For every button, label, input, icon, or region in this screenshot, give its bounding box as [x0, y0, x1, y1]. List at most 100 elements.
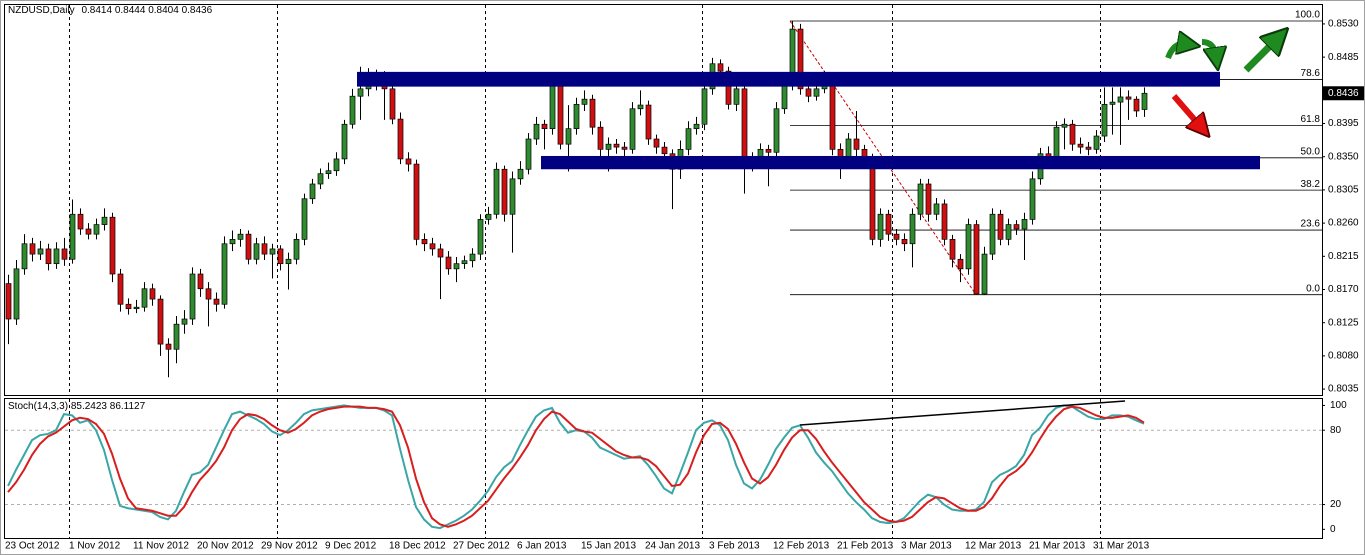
candle-body: [349, 95, 356, 125]
candle-body: [245, 233, 252, 260]
candle-body: [701, 88, 708, 125]
candle-body: [893, 233, 900, 240]
candle-body: [989, 213, 996, 255]
stoch-tick-label: 20: [1330, 499, 1342, 510]
fib-label: 78.6: [1301, 68, 1321, 79]
candle-body: [237, 233, 244, 240]
candle-body: [29, 243, 36, 255]
down-arrow-red: [1171, 94, 1200, 126]
candle-body: [197, 273, 204, 290]
candle-body: [997, 213, 1004, 240]
candle-body: [445, 256, 452, 270]
candle-body: [549, 83, 556, 130]
y-tick-label: 0.8305: [1328, 185, 1359, 196]
candle-body: [229, 238, 236, 245]
candle-body: [509, 178, 516, 215]
stoch-line: [7, 405, 1145, 528]
candle-body: [133, 306, 140, 310]
candle-body: [213, 298, 220, 305]
candle-body: [397, 118, 404, 160]
candle-body: [773, 108, 780, 153]
price-box-label: 0.8436: [1328, 88, 1359, 99]
stoch-main: 85.2423: [71, 401, 108, 412]
candle-body: [981, 253, 988, 295]
plot-layer: 0.8530 0.8485 0.8395 0.8350 0.8305 0.8260 0.82…: [5, 10, 1359, 552]
candle-body: [917, 183, 924, 215]
x-tick-label: 3 Mar 2013: [901, 541, 952, 552]
candle-body: [149, 288, 156, 300]
fib-label: 23.6: [1301, 219, 1321, 230]
candle-body: [333, 158, 340, 172]
candle-body: [1125, 96, 1132, 100]
candle-body: [685, 128, 692, 150]
candle-body: [1005, 224, 1012, 240]
candle-body: [1101, 103, 1108, 137]
candle-body: [253, 243, 260, 260]
y-tick-label: 0.8125: [1328, 317, 1359, 328]
y-tick-label: 0.8530: [1328, 19, 1359, 30]
candle-body: [925, 183, 932, 215]
candle-body: [829, 78, 836, 150]
stoch-tick-label: 80: [1330, 425, 1342, 436]
candle-body: [189, 273, 196, 320]
x-tick-label: 29 Nov 2012: [261, 541, 318, 552]
symbol: NZDUSD,Daily: [8, 5, 75, 16]
candle-body: [181, 318, 188, 325]
x-tick-label: 12 Mar 2013: [965, 541, 1022, 552]
fib-label: 38.2: [1301, 179, 1321, 190]
x-tick-label: 31 Mar 2013: [1093, 541, 1150, 552]
candle-body: [725, 70, 732, 105]
candle-body: [69, 213, 76, 260]
x-tick-label: 20 Nov 2012: [197, 541, 254, 552]
candle-body: [221, 243, 228, 305]
candle-body: [805, 88, 812, 97]
x-tick-label: 21 Mar 2013: [1029, 541, 1086, 552]
candle-body: [541, 123, 548, 130]
stoch-name: Stoch(14,3,3): [8, 401, 68, 412]
x-tick-label: 24 Jan 2013: [645, 541, 700, 552]
candle-body: [765, 148, 772, 153]
candle-body: [173, 323, 180, 350]
main-panel: [4, 4, 1323, 396]
price-box: [1323, 86, 1364, 101]
down-arrow: [1201, 39, 1216, 56]
candle-body: [645, 104, 652, 140]
candle-body: [437, 248, 444, 258]
candle-body: [733, 88, 740, 105]
y-tick-label: 0.8395: [1328, 118, 1359, 129]
candle-body: [109, 216, 116, 275]
stoch-signal: 86.1127: [110, 401, 146, 412]
candle-body: [597, 126, 604, 150]
candle-body: [421, 238, 428, 245]
candle-body: [1133, 98, 1140, 112]
candle-body: [1069, 123, 1076, 145]
candle-body: [781, 83, 788, 110]
candle-body: [77, 213, 84, 230]
y-tick-label: 0.8350: [1328, 151, 1359, 162]
candle-body: [485, 213, 492, 220]
x-tick-label: 1 Nov 2012: [69, 541, 121, 552]
candle-body: [557, 83, 564, 145]
candle-body: [1013, 224, 1020, 230]
candle-body: [101, 216, 108, 225]
candle-body: [413, 163, 420, 240]
candle-body: [517, 168, 524, 180]
candle-body: [613, 143, 620, 148]
up-arrow: [1165, 44, 1186, 60]
candle-body: [501, 168, 508, 215]
candle-body: [269, 248, 276, 255]
candle-body: [573, 103, 580, 130]
candle-body: [309, 183, 316, 200]
y-tick-label: 0.8485: [1328, 52, 1359, 63]
candle-body: [1077, 143, 1084, 148]
x-tick-label: 18 Dec 2012: [389, 541, 446, 552]
fib-label: 50.0: [1301, 146, 1321, 157]
zone: [541, 155, 1260, 170]
candle-body: [901, 238, 908, 245]
x-tick-label: 12 Feb 2013: [773, 541, 830, 552]
y-tick-label: 0.8080: [1328, 351, 1359, 362]
zone: [357, 71, 1220, 87]
candle-body: [1093, 135, 1100, 150]
